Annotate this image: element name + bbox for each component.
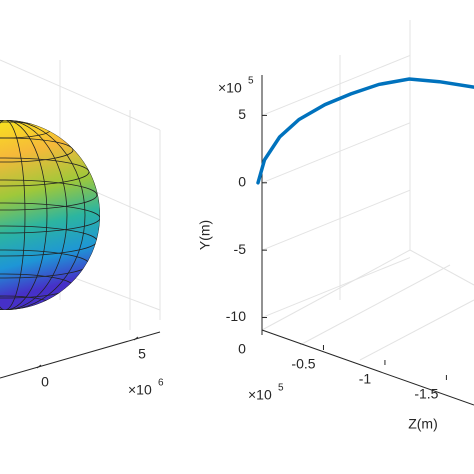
y-tick-label: 0 bbox=[238, 173, 246, 189]
x-tick-label: 0 bbox=[41, 374, 49, 390]
y-multiplier: ×10 bbox=[218, 80, 242, 96]
grid-line bbox=[261, 189, 411, 251]
z-tick-label: -0.5 bbox=[291, 356, 315, 372]
x-tick-label: 5 bbox=[138, 346, 146, 362]
z-axis-label: Z(m) bbox=[408, 416, 438, 432]
right-box bbox=[261, 20, 474, 406]
y-axis-label: Y(m) bbox=[197, 220, 213, 250]
x-tick bbox=[133, 336, 139, 341]
y-tick-label: 5 bbox=[238, 106, 246, 122]
sphere bbox=[0, 120, 100, 310]
y-tick-label: -10 bbox=[226, 308, 246, 324]
grid-line bbox=[261, 122, 411, 184]
x-multiplier: ×10 bbox=[128, 382, 152, 398]
z-exponent: 5 bbox=[278, 383, 284, 394]
z-tick-label: -1 bbox=[359, 371, 372, 387]
line bbox=[256, 77, 474, 185]
z-tick-label: 0 bbox=[238, 341, 246, 357]
z-multiplier: ×10 bbox=[248, 387, 272, 403]
plot-area: 0 5 -10 -5 0 5 0 -0.5 -1 -1.5 bbox=[36, 54, 474, 402]
z-tick-label: -1.5 bbox=[414, 386, 438, 402]
grid-line bbox=[261, 54, 411, 116]
x-tick bbox=[36, 364, 42, 369]
y-exponent: 5 bbox=[248, 76, 254, 87]
y-tick-label: -5 bbox=[234, 241, 247, 257]
x-exponent: 6 bbox=[158, 378, 164, 389]
grid-line bbox=[261, 257, 411, 318]
